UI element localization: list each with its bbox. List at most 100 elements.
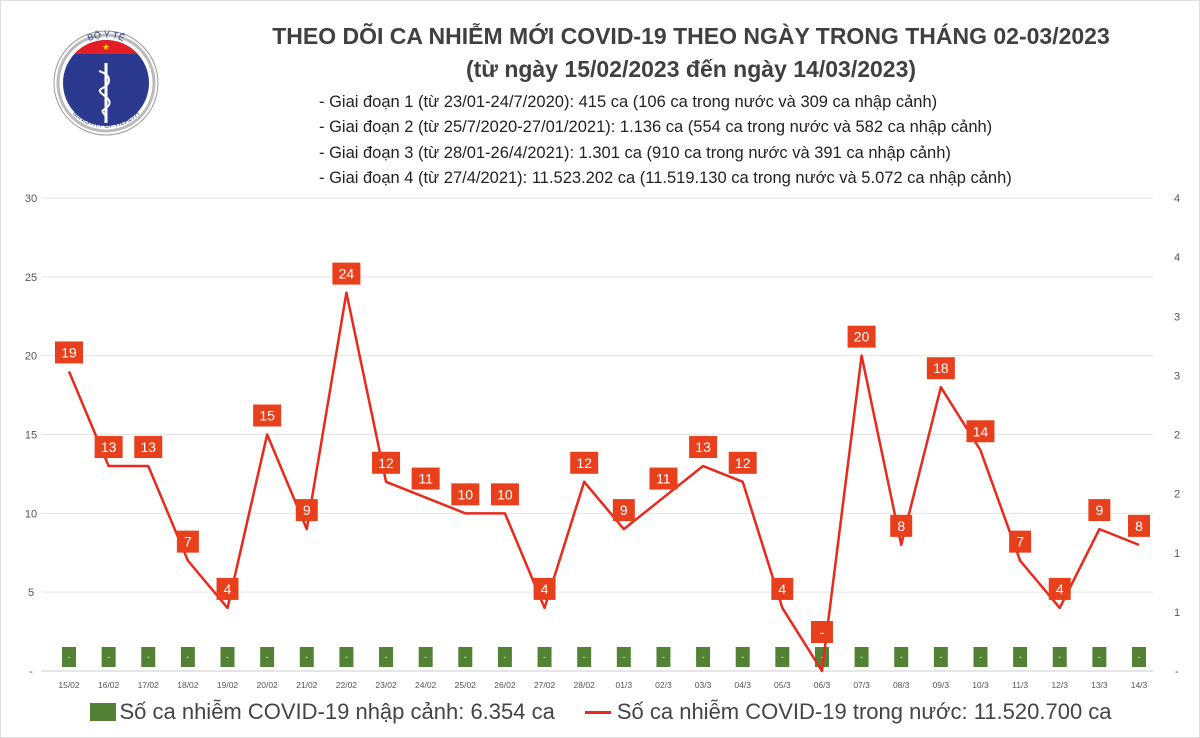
data-label-box: [176, 530, 199, 553]
data-label-box: [649, 467, 678, 490]
bar-label-imported: -: [147, 652, 150, 662]
left-axis-tick: 30: [25, 193, 37, 205]
data-label-box: [728, 451, 757, 474]
bar-label-imported: -: [68, 652, 71, 662]
left-axis-tick: 15: [25, 430, 37, 442]
data-label-domestic: 9: [303, 502, 311, 518]
data-label-domestic: 12: [735, 455, 751, 471]
data-label-domestic: 9: [1095, 502, 1103, 518]
legend-line-domestic: [584, 710, 611, 714]
right-axis-tick: 4: [1174, 193, 1180, 205]
bar-label-imported: -: [424, 652, 427, 662]
right-axis-tick: 2: [1174, 430, 1180, 442]
data-label-box: [533, 577, 556, 600]
x-axis-tick: 01/3: [616, 680, 633, 690]
legend-swatch-imported: [90, 703, 117, 721]
bar-label-imported: -: [1098, 652, 1101, 662]
data-label-box: [926, 357, 955, 380]
data-label-box: [1128, 514, 1150, 537]
data-label-domestic: 18: [933, 360, 949, 376]
data-label-box: [966, 420, 995, 443]
data-label-box: [612, 499, 635, 522]
data-label-box: [1009, 530, 1032, 553]
bar-imported: [62, 647, 76, 667]
bar-imported: [458, 647, 473, 667]
x-axis-tick: 26/02: [494, 680, 516, 690]
bar-label-imported: -: [979, 652, 982, 662]
bar-label-imported: -: [503, 652, 506, 662]
bar-imported: [696, 647, 711, 667]
page-title: THEO DÕI CA NHIỄM MỚI COVID-19 THEO NGÀY…: [272, 23, 1110, 49]
ministry-of-health-logo: ★ BỘ Y TẾ MINISTRY OF HEALTH: [53, 29, 159, 136]
bar-label-imported: -: [543, 652, 546, 662]
bar-imported: [180, 647, 195, 667]
data-label-box: [134, 436, 163, 459]
bar-imported: [260, 647, 275, 667]
right-axis-tick: 2: [1174, 489, 1180, 501]
data-label-box: [372, 451, 401, 474]
x-axis-tick: 16/02: [98, 680, 120, 690]
bar-label-imported: -: [781, 652, 784, 662]
line-domestic: [67, 291, 1140, 673]
x-axis-tick: 14/3: [1131, 680, 1148, 690]
data-label-domestic: 4: [778, 581, 786, 597]
data-label-box: [890, 514, 913, 537]
data-label-domestic: 8: [1135, 518, 1143, 534]
x-axis-tick: 02/3: [655, 680, 672, 690]
x-axis-tick: 17/02: [138, 680, 160, 690]
right-axis-tick: 4: [1174, 252, 1180, 264]
x-axis-tick: 25/02: [455, 680, 477, 690]
bar-imported: [537, 647, 552, 667]
data-label-box: [411, 467, 440, 490]
bar-label-imported: -: [345, 652, 348, 662]
data-label-domestic: 15: [259, 408, 275, 424]
bar-label-imported: -: [1058, 652, 1061, 662]
data-label-domestic: 13: [695, 439, 711, 455]
left-axis-tick: 20: [25, 351, 37, 363]
right-axis-tick: -: [1175, 666, 1179, 678]
x-axis-tick: 08/3: [893, 680, 910, 690]
data-label-box: [451, 483, 480, 506]
x-axis-tick: 27/02: [534, 680, 556, 690]
x-axis-tick: 03/3: [695, 680, 712, 690]
bar-label-imported: -: [900, 652, 903, 662]
x-axis-tick: 23/02: [375, 680, 397, 690]
data-label-box: [1088, 499, 1111, 522]
data-label-box: [94, 436, 123, 459]
bar-label-imported: -: [107, 652, 110, 662]
x-axis-tick: 21/02: [296, 680, 318, 690]
data-label-box: [1048, 577, 1071, 600]
left-axis-tick: 5: [28, 587, 34, 599]
bar-imported: [418, 647, 433, 667]
data-label-box: [810, 621, 833, 643]
bar-imported: [299, 647, 314, 667]
legend-label-imported: Số ca nhiễm COVID-19 nhập cảnh: 6.354 ca: [119, 699, 555, 724]
data-label-box: [216, 577, 239, 600]
bar-imported: [973, 647, 988, 667]
data-label-box: [490, 483, 519, 506]
bar-imported: [101, 647, 116, 667]
x-axis-tick: 09/3: [933, 680, 950, 690]
bar-label-imported: -: [1019, 652, 1022, 662]
left-axis-tick: -: [29, 666, 33, 678]
data-label-box: [253, 404, 282, 427]
data-label-domestic: 7: [1016, 534, 1024, 550]
bar-label-imported: -: [622, 652, 625, 662]
data-label-domestic: 10: [458, 486, 474, 502]
data-label-box: [55, 341, 83, 364]
right-axis-tick: 1: [1174, 607, 1180, 619]
x-axis-tick: 06/3: [814, 680, 831, 690]
bar-label-imported: -: [464, 652, 467, 662]
data-label-domestic: 4: [224, 581, 232, 597]
bar-imported: [379, 647, 394, 667]
data-label-box: [332, 262, 361, 285]
bar-imported: [735, 647, 750, 667]
bar-imported: [577, 647, 592, 667]
data-label-box: [771, 577, 794, 600]
bar-imported: [220, 647, 235, 667]
bar-label-imported: -: [583, 652, 586, 662]
bar-label-imported: -: [1138, 652, 1141, 662]
bar-imported: [933, 647, 948, 667]
